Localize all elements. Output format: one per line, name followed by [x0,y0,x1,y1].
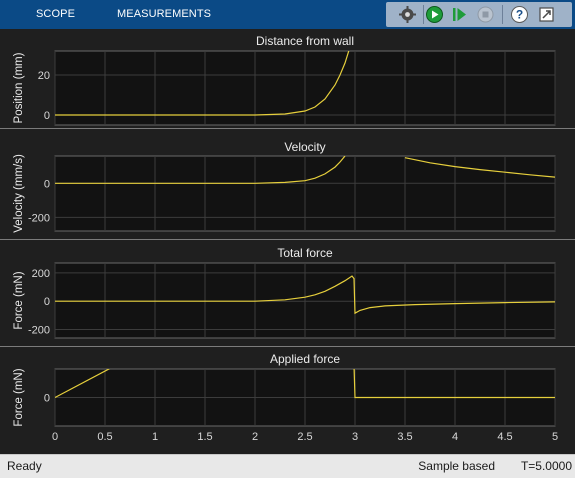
y-tick-label: 0 [44,110,50,122]
series-line-0 [55,51,350,116]
plot-area: 0 20 Distance from wall Position (mm) -200 0 V… [0,29,575,454]
chart-title: Total force [277,246,333,260]
series-line-0 [55,156,346,184]
x-tick-label: 4 [452,431,458,443]
x-tick-label: 2 [252,431,258,443]
chart-title: Applied force [270,352,340,366]
chart-title: Velocity [284,140,325,154]
toolbar-separator [423,5,424,24]
chart-2: -200 0 200 Total force Force (mN) [13,246,556,339]
y-tick-label: 0 [44,178,50,190]
x-tick-label: 0 [52,431,58,443]
x-tick-label: 3.5 [397,431,412,443]
chart-0: 0 20 Distance from wall Position (mm) [13,34,556,126]
step-forward-icon[interactable] [450,5,469,24]
y-tick-label: 20 [38,70,50,82]
tab-scope[interactable]: SCOPE [36,8,76,20]
y-tick-label: -200 [28,325,50,337]
status-ready-text: Ready [7,459,42,473]
y-tick-label: 0 [44,393,50,405]
y-tick-label: 200 [32,268,50,280]
svg-text:?: ? [516,8,523,22]
series-line-0 [55,369,555,399]
toolbar-separator [502,5,503,24]
series-line-0 [55,275,555,315]
settings-icon[interactable] [398,5,417,24]
x-tick-label: 3 [352,431,358,443]
y-axis-label: Force (mN) [13,368,25,426]
y-axis-label: Force (mN) [13,271,25,329]
x-tick-label: 1 [152,431,158,443]
status-mode-text: Sample based [418,459,495,473]
help-icon[interactable]: ? [510,5,529,24]
quick-access-toolbar: ? [386,2,572,27]
toolstrip: SCOPE MEASUREMENTS [0,0,575,29]
panel-divider [0,128,575,129]
y-axis-label: Velocity (mm/s) [13,154,25,233]
series-line-1 [404,157,555,178]
status-bar: Ready Sample based T=5.0000 [0,454,575,478]
run-icon[interactable] [425,5,444,24]
y-tick-label: 0 [44,296,50,308]
x-tick-label: 2.5 [297,431,312,443]
chart-title: Distance from wall [256,34,354,48]
x-tick-label: 5 [552,431,558,443]
panel-divider [0,346,575,347]
x-tick-label: 0.5 [97,431,112,443]
chart-3: 0 Applied force Force (mN) 0 0.5 1 1.5 2 2.5 3 3.5… [13,352,558,443]
y-axis-label: Position (mm) [13,52,25,123]
chart-1: -200 0 Velocity Velocity (mm/s) [13,140,556,233]
undock-icon[interactable] [537,5,556,24]
tab-measurements[interactable]: MEASUREMENTS [117,8,212,20]
panel-divider [0,239,575,240]
status-time-text: T=5.0000 [520,459,572,473]
x-tick-label: 4.5 [497,431,512,443]
x-tick-label: 1.5 [197,431,212,443]
y-tick-label: -200 [28,212,50,224]
stop-icon[interactable] [476,5,495,24]
